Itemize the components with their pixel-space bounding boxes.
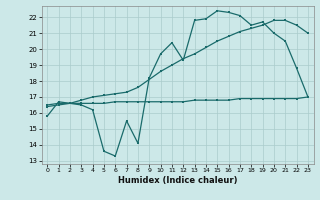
X-axis label: Humidex (Indice chaleur): Humidex (Indice chaleur) <box>118 176 237 185</box>
